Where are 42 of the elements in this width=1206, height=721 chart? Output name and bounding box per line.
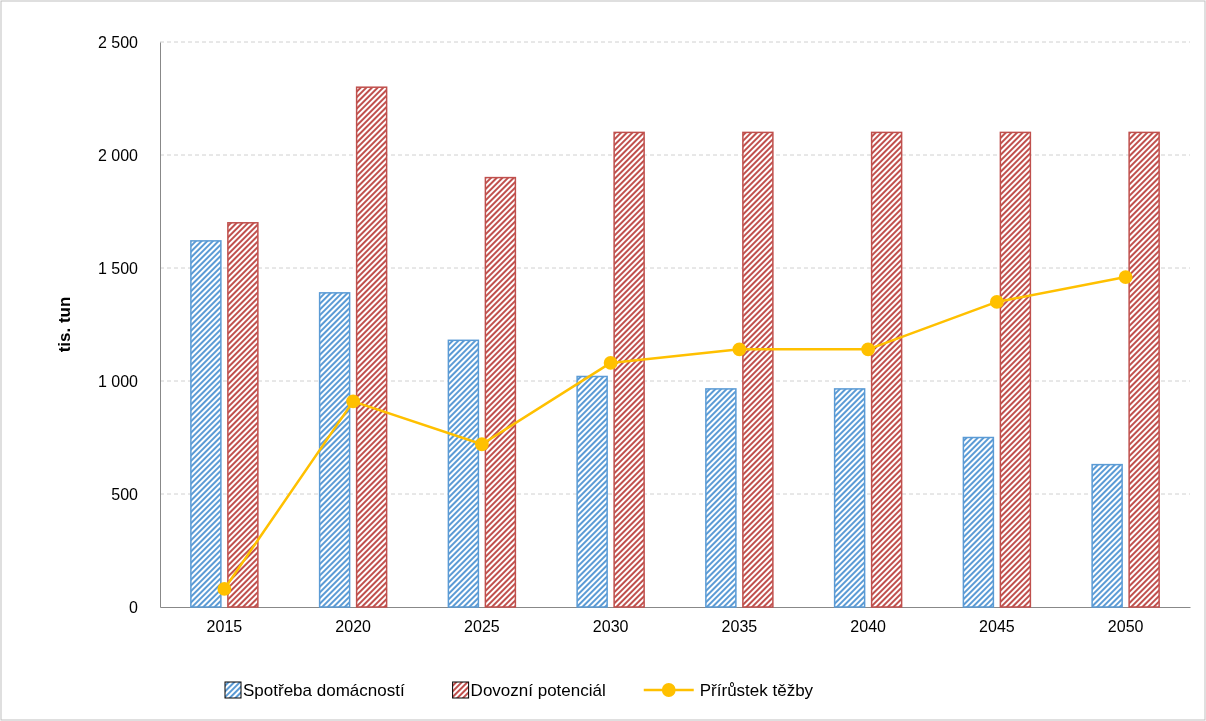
point (217, 582, 232, 596)
legend-label: Přírůstek těžby (699, 681, 814, 700)
bar (833, 388, 866, 608)
legend-label: Spotřeba domácností (243, 681, 405, 700)
y-tick-label: 0 (129, 598, 139, 616)
x-tick-label: 2020 (335, 618, 372, 636)
bar (484, 176, 517, 608)
x-tick-label: 2045 (979, 618, 1015, 636)
x-tick-label: 2040 (850, 618, 887, 636)
bar (705, 388, 737, 608)
bar (576, 375, 608, 608)
bar (742, 131, 774, 608)
bar (190, 240, 222, 608)
point (861, 342, 876, 357)
y-axis-title: tis. tun (55, 296, 74, 353)
bar (355, 86, 388, 608)
x-tick-label: 2050 (1107, 618, 1144, 636)
bar (870, 131, 903, 608)
bar (1091, 463, 1123, 608)
y-tick-label: 500 (111, 485, 139, 503)
x-tick-label: 2025 (464, 618, 500, 636)
x-tick-label: 2015 (206, 618, 243, 636)
y-tick-label: 2 000 (97, 146, 139, 164)
x-tick-label: 2035 (721, 618, 758, 636)
point (1118, 270, 1133, 284)
y-tick-label: 1 000 (97, 372, 139, 390)
y-tick-label: 1 500 (97, 259, 139, 277)
point (603, 356, 618, 370)
bar (1128, 131, 1160, 608)
legend-label: Dovozní potenciál (470, 681, 606, 700)
bar (318, 292, 351, 608)
point (474, 437, 489, 452)
x-tick-label: 2030 (592, 618, 629, 636)
point (732, 342, 747, 357)
bar (999, 131, 1032, 608)
bar (962, 436, 995, 608)
bar (447, 339, 480, 608)
point (346, 394, 361, 409)
bar (227, 222, 259, 608)
point (989, 295, 1004, 309)
bar (613, 131, 645, 608)
y-tick-label: 2 500 (97, 33, 139, 51)
